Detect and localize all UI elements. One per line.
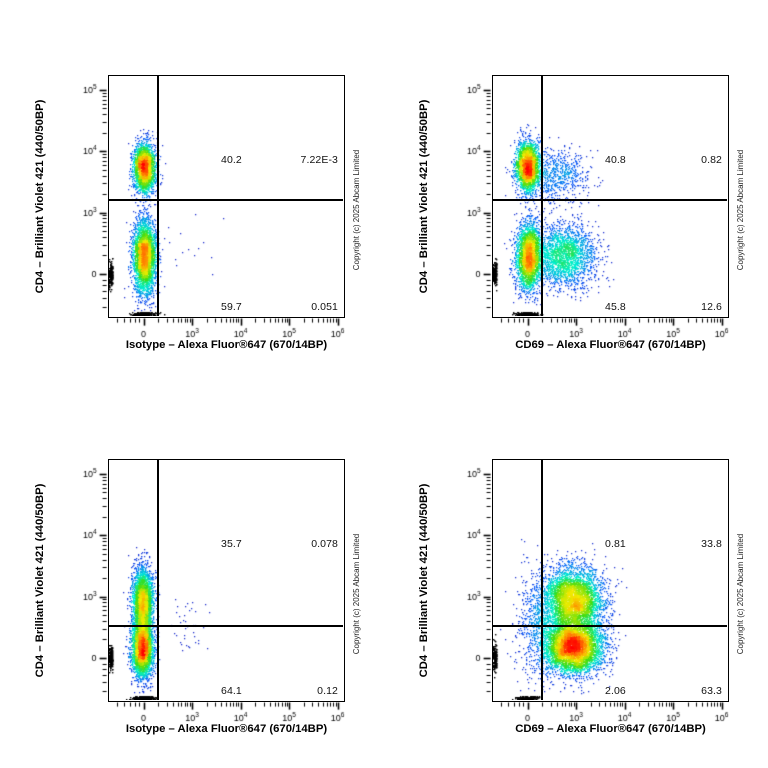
- quadrant-stat-lower-right: 0.12: [317, 685, 338, 697]
- gate-line-horizontal[interactable]: [493, 625, 727, 628]
- density-scatter-top-right: [493, 76, 727, 316]
- x-axis-label: Isotype – Alexa Fluor®647 (670/14BP): [125, 723, 328, 735]
- quadrant-stat-upper-left: 35.7: [221, 538, 242, 550]
- gate-line-horizontal[interactable]: [493, 199, 727, 202]
- y-axis-label: CD4 – Brilliant Violet 421 (440/50BP): [418, 99, 430, 294]
- gate-line-horizontal[interactable]: [109, 199, 343, 202]
- quadrant-stat-lower-right: 12.6: [701, 301, 722, 313]
- gate-line-vertical[interactable]: [541, 76, 544, 316]
- plot-frame-top-right: 40.8 0.82 45.8 12.6: [492, 75, 729, 318]
- gate-line-vertical[interactable]: [541, 460, 544, 700]
- quadrant-stat-upper-right: 0.82: [701, 154, 722, 166]
- y-axis-label: CD4 – Brilliant Violet 421 (440/50BP): [34, 99, 46, 294]
- quadrant-stat-lower-left: 2.06: [605, 685, 626, 697]
- density-scatter-bottom-left: [109, 460, 343, 700]
- y-axis-label: CD4 – Brilliant Violet 421 (440/50BP): [418, 483, 430, 678]
- x-axis-label: CD69 – Alexa Fluor®647 (670/14BP): [515, 339, 706, 351]
- plot-frame-bottom-right: 0.81 33.8 2.06 63.3: [492, 459, 729, 702]
- plot-panel-top-right: 40.8 0.82 45.8 12.6 CD69 – Alexa Fluor®6…: [384, 0, 768, 384]
- density-scatter-top-left: [109, 76, 343, 316]
- plot-frame-top-left: 40.2 7.22E-3 59.7 0.051: [108, 75, 345, 318]
- copyright-text: Copyright (c) 2025 Abcam Limited: [352, 149, 361, 271]
- quadrant-stat-upper-right: 0.078: [311, 538, 338, 550]
- gate-line-vertical[interactable]: [157, 460, 160, 700]
- quadrant-stat-lower-right: 0.051: [311, 301, 338, 313]
- quadrant-stat-lower-left: 45.8: [605, 301, 626, 313]
- quadrant-stat-upper-left: 40.8: [605, 154, 626, 166]
- plot-panel-top-left: 40.2 7.22E-3 59.7 0.051 Isotype – Alexa …: [0, 0, 384, 384]
- plot-frame-bottom-left: 35.7 0.078 64.1 0.12: [108, 459, 345, 702]
- quadrant-stat-lower-left: 64.1: [221, 685, 242, 697]
- copyright-text: Copyright (c) 2025 Abcam Limited: [352, 533, 361, 655]
- quadrant-stat-upper-left: 40.2: [221, 154, 242, 166]
- quadrant-stat-upper-right: 7.22E-3: [300, 154, 338, 166]
- density-scatter-bottom-right: [493, 460, 727, 700]
- gate-line-vertical[interactable]: [157, 76, 160, 316]
- copyright-text: Copyright (c) 2025 Abcam Limited: [736, 149, 745, 271]
- y-axis-label: CD4 – Brilliant Violet 421 (440/50BP): [34, 483, 46, 678]
- x-axis-label: CD69 – Alexa Fluor®647 (670/14BP): [515, 723, 706, 735]
- gate-line-horizontal[interactable]: [109, 625, 343, 628]
- plot-panel-bottom-left: 35.7 0.078 64.1 0.12 Isotype – Alexa Flu…: [0, 384, 384, 768]
- copyright-text: Copyright (c) 2025 Abcam Limited: [736, 533, 745, 655]
- quadrant-stat-lower-left: 59.7: [221, 301, 242, 313]
- plot-panel-bottom-right: 0.81 33.8 2.06 63.3 CD69 – Alexa Fluor®6…: [384, 384, 768, 768]
- quadrant-stat-lower-right: 63.3: [701, 685, 722, 697]
- x-axis-label: Isotype – Alexa Fluor®647 (670/14BP): [125, 339, 328, 351]
- quadrant-stat-upper-left: 0.81: [605, 538, 626, 550]
- quadrant-stat-upper-right: 33.8: [701, 538, 722, 550]
